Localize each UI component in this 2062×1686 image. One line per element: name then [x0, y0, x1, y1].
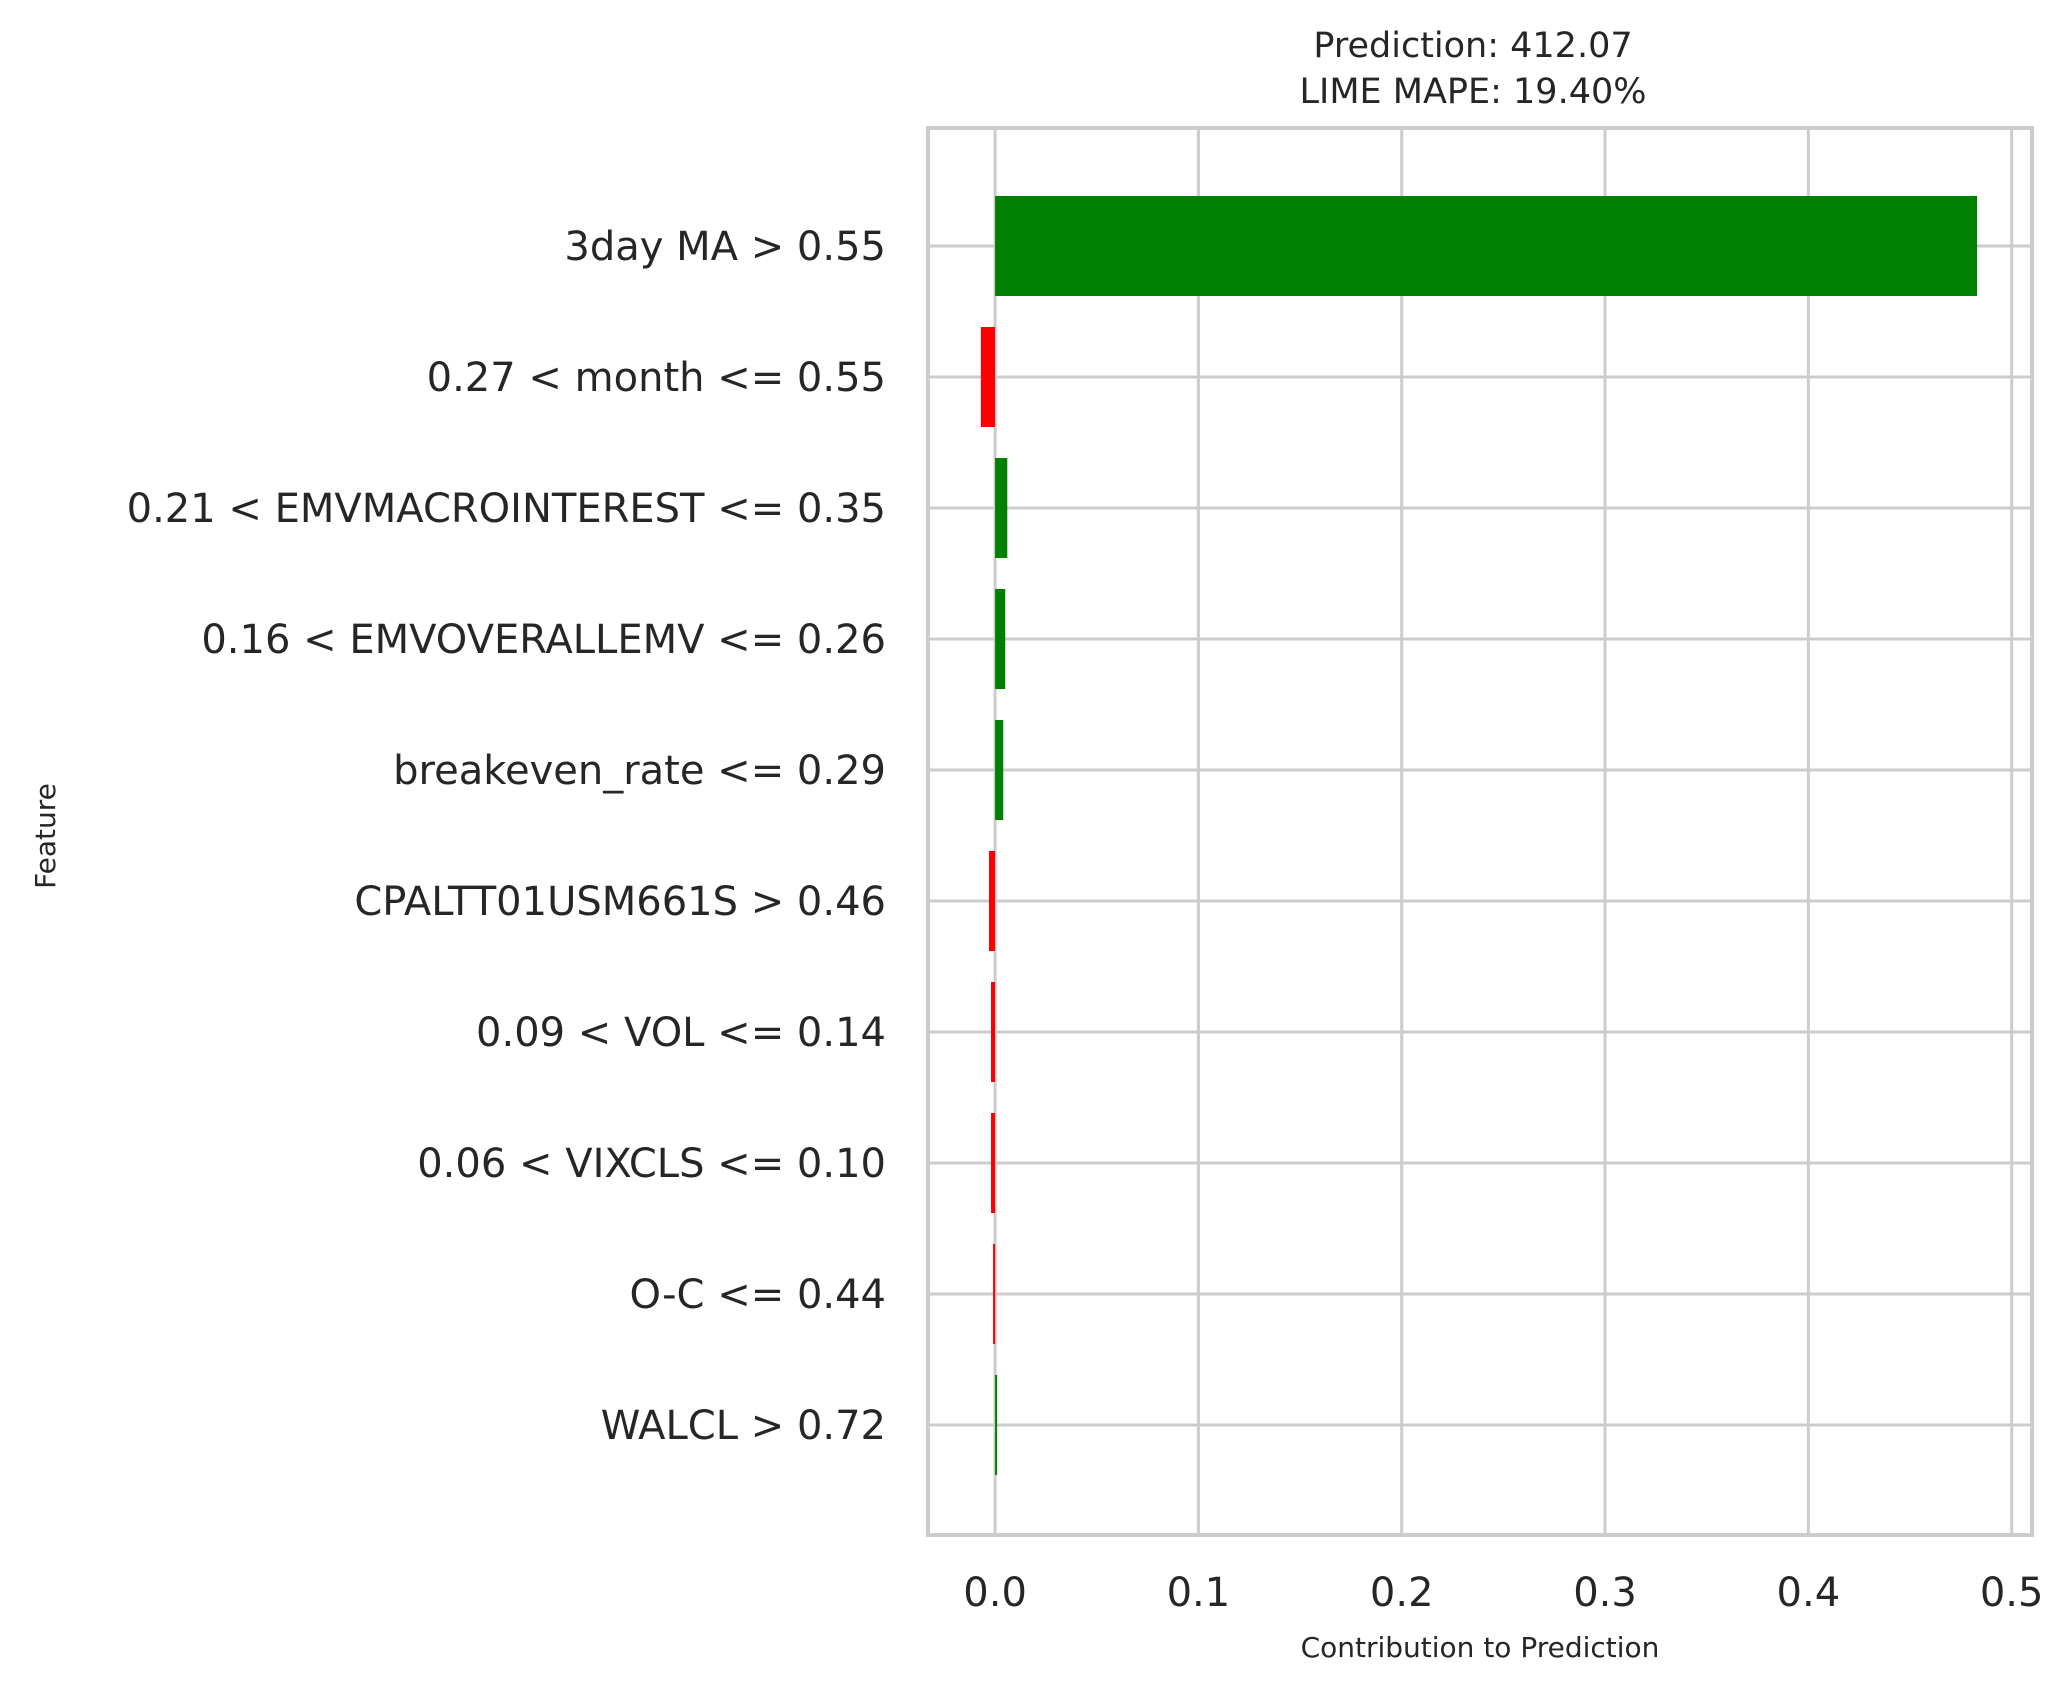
y-tick-label: 3day MA > 0.55 [564, 224, 886, 270]
bar [995, 589, 1006, 689]
bar [995, 1375, 998, 1475]
bar [995, 458, 1008, 558]
y-tick-label: 0.09 < VOL <= 0.14 [476, 1010, 886, 1056]
y-tick-label: 0.16 < EMVOVERALLEMV <= 0.26 [201, 617, 886, 663]
chart-title-line-2: LIME MAPE: 19.40% [1300, 72, 1647, 112]
grid-layer [928, 128, 2032, 1535]
bar-layer [980, 196, 1978, 1475]
bar [991, 1113, 996, 1213]
y-tick-label: 0.27 < month <= 0.55 [427, 355, 886, 401]
x-tick-labels: 0.0 0.1 0.2 0.3 0.4 0.5 [963, 1570, 2043, 1616]
x-tick-label: 0.2 [1370, 1570, 1434, 1616]
x-axis-label: Contribution to Prediction [1301, 1631, 1660, 1664]
y-tick-label: O-C <= 0.44 [630, 1272, 886, 1318]
bar [993, 1244, 996, 1344]
bar [991, 982, 996, 1082]
x-tick-label: 0.4 [1777, 1570, 1841, 1616]
bar [980, 327, 996, 427]
bar [995, 196, 1978, 296]
y-tick-label: 0.06 < VIXCLS <= 0.10 [417, 1141, 886, 1187]
y-tick-label: breakeven_rate <= 0.29 [393, 748, 886, 794]
plot-frame [926, 126, 2034, 1537]
x-tick-label: 0.3 [1573, 1570, 1637, 1616]
x-tick-label: 0.1 [1167, 1570, 1231, 1616]
x-tick-label: 0.0 [963, 1570, 1027, 1616]
y-tick-labels: 3day MA > 0.55 0.27 < month <= 0.55 0.21 <… [127, 224, 886, 1449]
bar [995, 720, 1004, 820]
x-tick-label: 0.5 [1980, 1570, 2044, 1616]
bar [988, 851, 996, 951]
y-tick-label: 0.21 < EMVMACROINTEREST <= 0.35 [127, 486, 886, 532]
y-tick-label: CPALTT01USM661S > 0.46 [354, 879, 886, 925]
y-axis-label: Feature [29, 783, 62, 889]
chart-title-line-1: Prediction: 412.07 [1313, 26, 1632, 66]
y-tick-label: WALCL > 0.72 [601, 1403, 886, 1449]
